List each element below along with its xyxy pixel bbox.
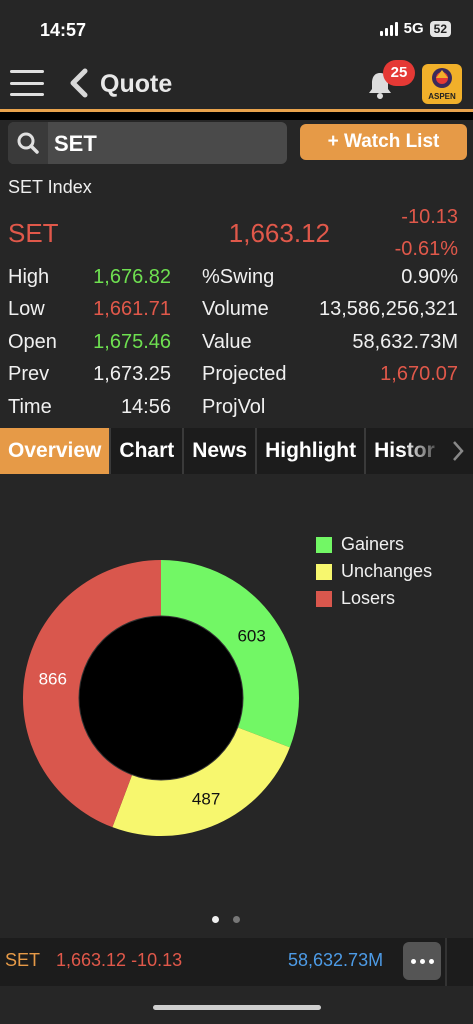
quote-price: 1,663.12 — [229, 218, 330, 249]
battery-icon: 52 — [430, 21, 451, 37]
tab-news[interactable]: News — [184, 428, 257, 474]
market-breadth-chart: 603 487 866 Gainers Unchanges Losers — [0, 475, 473, 937]
stat-value: 1,676.82 — [93, 266, 171, 289]
app-logo[interactable]: ASPEN — [422, 64, 462, 104]
signal-icon — [380, 22, 398, 36]
stat-label: Volume — [202, 298, 269, 321]
more-options-button[interactable] — [403, 942, 441, 980]
stat-label: Low — [8, 298, 45, 321]
ticker-bar[interactable]: SET 1,663.12 -10.13 58,632.73M — [0, 938, 473, 986]
status-time: 14:57 — [40, 20, 86, 41]
stat-label: Time — [8, 396, 52, 419]
app-header: Quote 25 ASPEN — [0, 58, 473, 110]
stat-row: Open 1,675.46 Value 58,632.73M — [0, 331, 473, 363]
stat-row: High 1,676.82 %Swing 0.90% — [0, 266, 473, 298]
stat-value: 13,586,256,321 — [319, 298, 458, 321]
stat-label: Projected — [202, 363, 287, 386]
stat-label: %Swing — [202, 266, 274, 289]
ticker-symbol: SET — [5, 950, 40, 971]
legend-label: Gainers — [341, 534, 404, 555]
page-indicator — [212, 916, 240, 923]
search-icon — [8, 122, 48, 164]
index-name: SET Index — [8, 177, 92, 198]
stat-value: 14:56 — [121, 396, 171, 419]
tab-highlight[interactable]: Highlight — [257, 428, 366, 474]
stat-value: 58,632.73M — [352, 331, 458, 354]
logo-text: ASPEN — [422, 92, 462, 101]
quote-symbol: SET — [8, 218, 59, 249]
legend-item-losers: Losers — [316, 585, 432, 612]
chart-legend: Gainers Unchanges Losers — [316, 531, 432, 612]
page-dot-active[interactable] — [212, 916, 219, 923]
hamburger-menu-icon[interactable] — [10, 70, 44, 96]
tab-overview[interactable]: Overview — [0, 428, 111, 474]
tab-chart[interactable]: Chart — [111, 428, 184, 474]
home-indicator[interactable] — [153, 1005, 321, 1010]
stat-row: Prev 1,673.25 Projected 1,670.07 — [0, 363, 473, 395]
legend-swatch — [316, 591, 332, 607]
symbol-search-input[interactable]: SET — [8, 122, 287, 164]
stat-value: 1,661.71 — [93, 298, 171, 321]
page-title: Quote — [100, 70, 172, 99]
donut-chart: 603 487 866 — [0, 475, 320, 935]
stat-value: 1,670.07 — [380, 363, 458, 386]
stat-row: Time 14:56 ProjVol — [0, 396, 473, 428]
stat-value: 1,673.25 — [93, 363, 171, 386]
legend-label: Losers — [341, 588, 395, 609]
network-label: 5G — [404, 20, 424, 37]
stat-row: Low 1,661.71 Volume 13,586,256,321 — [0, 298, 473, 330]
quote-change-percent: -0.61% — [395, 238, 458, 261]
legend-label: Unchanges — [341, 561, 432, 582]
legend-swatch — [316, 537, 332, 553]
add-watch-list-button[interactable]: + Watch List — [300, 124, 467, 160]
slice-value-label: 866 — [39, 669, 67, 688]
status-indicators: 5G 52 — [380, 20, 451, 37]
ticker-price-change: 1,663.12 -10.13 — [56, 950, 182, 971]
status-bar: 14:57 5G 52 — [0, 0, 473, 58]
stat-label: High — [8, 266, 49, 289]
search-value: SET — [54, 131, 97, 157]
search-icon-wrap — [8, 122, 48, 164]
header-band — [0, 112, 473, 120]
stat-value: 0.90% — [401, 266, 458, 289]
page-dot[interactable] — [233, 916, 240, 923]
quote-change: -10.13 — [401, 206, 458, 229]
notification-badge[interactable]: 25 — [383, 60, 415, 86]
stat-value: 1,675.46 — [93, 331, 171, 354]
chevron-right-icon[interactable] — [451, 439, 465, 463]
logo-emblem-icon — [422, 64, 462, 94]
stat-label: ProjVol — [202, 396, 265, 419]
legend-item-unchanges: Unchanges — [316, 558, 432, 585]
legend-swatch — [316, 564, 332, 580]
ticker-value: 58,632.73M — [288, 950, 383, 971]
slice-value-label: 603 — [237, 627, 265, 646]
quote-tabs: Overview Chart News Highlight Histor — [0, 428, 473, 474]
donut-hole — [79, 616, 243, 780]
stat-label: Prev — [8, 363, 49, 386]
legend-item-gainers: Gainers — [316, 531, 432, 558]
divider — [445, 938, 447, 986]
stat-label: Value — [202, 331, 252, 354]
back-chevron-icon[interactable] — [68, 68, 90, 98]
slice-value-label: 487 — [192, 789, 220, 808]
stat-label: Open — [8, 331, 57, 354]
